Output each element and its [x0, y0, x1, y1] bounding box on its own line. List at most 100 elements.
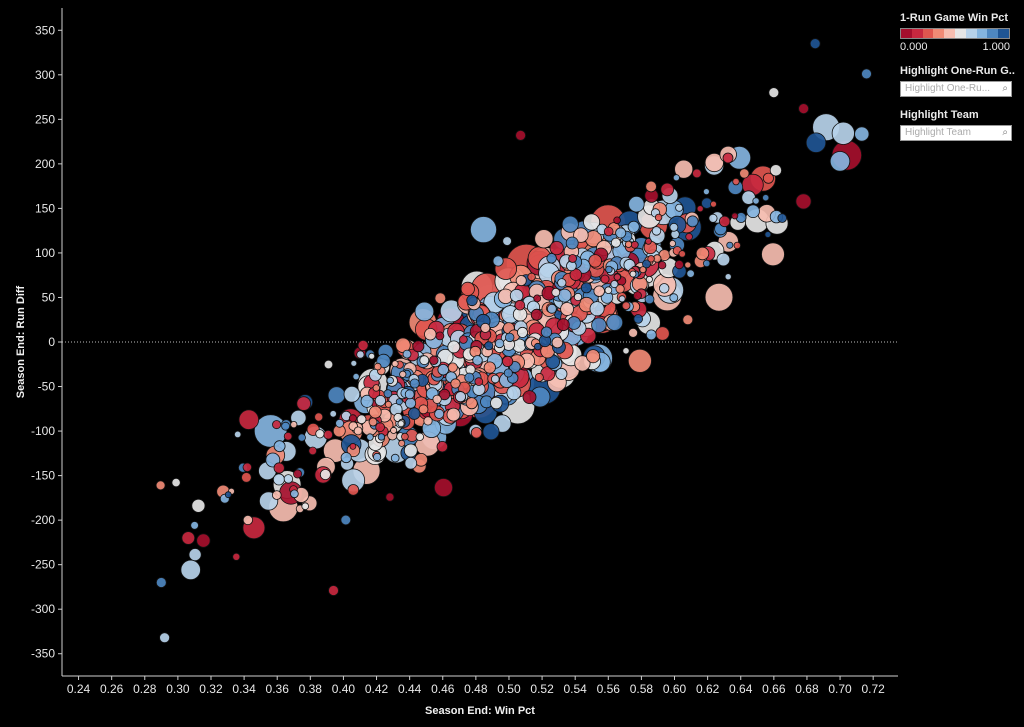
data-point [630, 240, 639, 249]
ramp-min-label: 0.000 [900, 41, 928, 53]
y-tick-label: -200 [31, 513, 55, 527]
data-point [586, 349, 601, 364]
highlight-team-title: Highlight Team [900, 109, 979, 121]
data-point [657, 261, 667, 270]
data-point [583, 213, 601, 231]
data-point [762, 194, 770, 202]
data-point [191, 498, 206, 513]
data-point [551, 287, 561, 297]
highlight-one-run-input[interactable]: Highlight One-Ru... ⌕ [900, 81, 1012, 97]
data-point [502, 236, 512, 246]
data-point [399, 370, 407, 378]
data-point [547, 303, 557, 314]
data-point [315, 429, 325, 439]
data-point [390, 426, 398, 434]
data-point [348, 414, 357, 423]
data-point [323, 429, 334, 440]
data-point [232, 552, 241, 561]
data-point [768, 87, 780, 98]
ramp-swatch [933, 29, 945, 38]
data-point [281, 421, 291, 431]
data-point [357, 339, 369, 351]
highlight-one-run-placeholder: Highlight One-Ru... [905, 83, 991, 94]
data-point [434, 292, 447, 305]
data-point [549, 241, 564, 256]
data-point [733, 241, 741, 250]
data-point [335, 418, 345, 428]
data-point [829, 151, 851, 172]
data-point [356, 414, 367, 425]
data-point [242, 514, 253, 526]
data-point [180, 559, 201, 581]
data-point [600, 274, 610, 284]
highlight-one-run-block: Highlight One-Run G.. Highlight One-Ru..… [900, 65, 1018, 97]
data-point [501, 355, 514, 367]
highlight-one-run-title: Highlight One-Run G.. [900, 65, 1015, 77]
data-point [385, 492, 395, 502]
data-point [622, 347, 630, 355]
data-point [704, 282, 734, 312]
highlight-team-input[interactable]: Highlight Team ⌕ [900, 125, 1012, 141]
data-point [432, 394, 442, 404]
ramp-swatch [976, 29, 988, 38]
data-point [565, 236, 579, 250]
data-point [314, 412, 324, 422]
data-point [293, 469, 303, 479]
data-point [470, 427, 483, 439]
data-point [155, 480, 166, 491]
data-point [580, 282, 592, 294]
data-point [618, 295, 626, 303]
data-point [505, 332, 515, 343]
data-point [642, 259, 651, 269]
ramp-swatch [998, 29, 1009, 38]
x-tick-label: 0.30 [166, 682, 190, 696]
data-point [555, 367, 568, 380]
x-axis-title: Season End: Win Pct [425, 705, 535, 717]
data-point [447, 362, 458, 373]
data-point [546, 253, 557, 264]
data-point [372, 384, 380, 392]
data-point [628, 195, 645, 213]
data-point [408, 407, 421, 420]
data-point [686, 269, 695, 278]
x-tick-label: 0.44 [398, 682, 422, 696]
data-point [459, 335, 468, 344]
data-point [384, 400, 392, 408]
data-point [651, 226, 662, 236]
data-point [534, 342, 542, 351]
data-point [390, 453, 400, 463]
data-point [188, 548, 202, 562]
y-axis-title: Season End: Run Diff [15, 285, 27, 398]
data-point [482, 423, 500, 441]
data-point [424, 328, 437, 341]
data-point [514, 299, 526, 311]
data-point [726, 241, 734, 249]
data-point [556, 318, 570, 332]
data-point [352, 372, 360, 381]
data-point [574, 355, 591, 372]
data-point [368, 417, 378, 427]
data-point [423, 416, 433, 426]
data-point [633, 314, 643, 324]
data-point [368, 352, 376, 360]
x-tick-label: 0.38 [299, 682, 323, 696]
data-point [805, 132, 827, 153]
data-point [517, 326, 529, 338]
data-point [368, 405, 382, 419]
data-point [722, 152, 734, 164]
x-tick-label: 0.62 [696, 682, 720, 696]
y-tick-label: 50 [42, 290, 56, 304]
data-point [685, 233, 693, 241]
data-point [682, 314, 694, 326]
data-point [484, 341, 494, 351]
data-point [678, 250, 686, 258]
x-tick-label: 0.28 [133, 682, 157, 696]
data-point [466, 294, 478, 307]
data-point [854, 126, 870, 142]
data-point [465, 397, 478, 410]
data-point [533, 294, 542, 303]
data-point [414, 301, 435, 322]
data-point [347, 484, 360, 496]
data-point [606, 314, 624, 331]
data-point [764, 231, 772, 238]
